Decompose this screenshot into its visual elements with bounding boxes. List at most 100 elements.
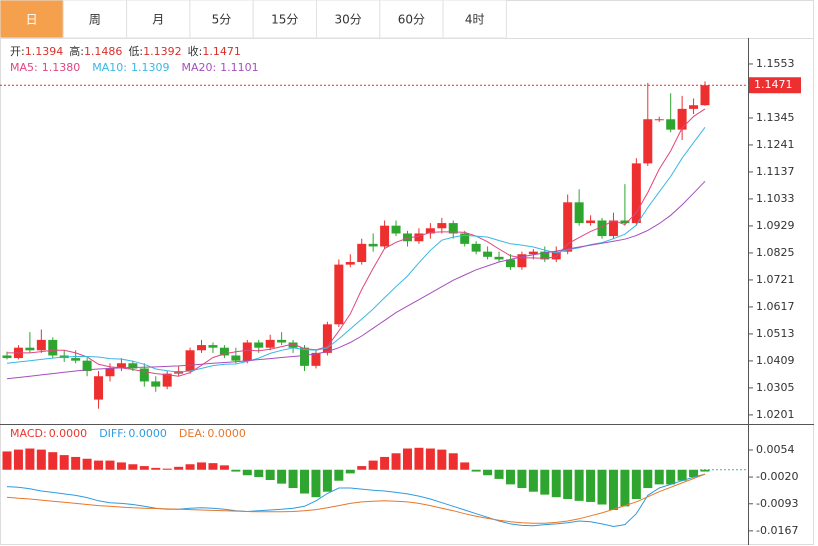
macd-bar (322, 469, 332, 492)
macd-line (6, 473, 706, 524)
legend-value: 1.1309 (131, 61, 170, 74)
macd-bar (174, 466, 184, 470)
tab[interactable] (379, 0, 444, 39)
macd-bar (460, 462, 470, 470)
tab[interactable] (126, 0, 191, 39)
candle-body (219, 347, 229, 356)
macd-bar (265, 469, 275, 480)
tab-label[interactable]: 15分 (271, 13, 298, 27)
macd-bar (574, 469, 584, 501)
legend-name: MA10: (92, 61, 127, 74)
y-tick-label: -0.0093 (756, 497, 798, 510)
candle-body (586, 220, 596, 224)
macd-bar (197, 462, 207, 470)
macd-bar (334, 469, 344, 481)
info-name: 收: (188, 44, 203, 58)
info-name: 高: (69, 44, 84, 58)
tab[interactable] (252, 0, 317, 39)
candle-body (494, 256, 504, 260)
candle-body (116, 363, 126, 369)
y-tick-label: 1.1241 (756, 138, 795, 151)
macd-bar (689, 469, 699, 478)
tab[interactable] (62, 0, 128, 39)
macd-bar (36, 449, 46, 470)
candle-body (265, 339, 275, 348)
macd-bar (242, 469, 252, 476)
candle-body (242, 342, 252, 361)
candle-body (48, 339, 58, 356)
macd-bar (505, 469, 515, 485)
candle-body (25, 347, 35, 351)
macd-bar (540, 469, 550, 495)
tab-label[interactable]: 4时 (465, 13, 485, 27)
macd-bar (448, 453, 458, 470)
tab-label[interactable]: 30分 (334, 13, 361, 27)
legend-value: 1.1101 (220, 61, 259, 74)
candle-body (94, 376, 104, 400)
macd-bar (254, 469, 264, 478)
candle-body (357, 243, 367, 263)
candle-body (105, 368, 115, 377)
candle-body (528, 251, 538, 255)
tab-label[interactable]: 日 (26, 13, 38, 27)
macd-bar (608, 469, 618, 510)
y-tick-label: 1.0305 (756, 381, 795, 394)
tab-label[interactable]: 5分 (212, 13, 232, 27)
macd-bar (494, 469, 504, 479)
y-tick-label: 1.0617 (756, 300, 795, 313)
candle-body (666, 119, 676, 130)
legend-name: MACD: (10, 427, 47, 440)
macd-bar (94, 460, 104, 470)
macd-bar (219, 465, 229, 470)
ma-line (6, 180, 706, 380)
macd-bar (425, 448, 435, 470)
y-tick-label: 1.0409 (756, 354, 795, 367)
candle-body (139, 368, 149, 382)
tab-label[interactable]: 周 (89, 13, 101, 27)
macd-bar (288, 469, 298, 489)
legend-value: 0.0000 (207, 427, 246, 440)
macd-bar (528, 469, 538, 492)
candle-body (334, 264, 344, 325)
candle-body (677, 108, 687, 130)
macd-bar (116, 462, 126, 470)
macd-bar (357, 466, 367, 470)
candle-body (620, 220, 630, 224)
macd-bar (620, 469, 630, 507)
macd-bar (71, 456, 81, 470)
legend-value: 0.0000 (128, 427, 167, 440)
candle-body (505, 259, 515, 268)
candle-body (643, 119, 653, 164)
candle-body (231, 355, 241, 361)
macd-bar (25, 448, 35, 470)
candle-body (448, 223, 458, 234)
macd-bar (151, 467, 161, 470)
candle-body (277, 339, 287, 343)
candle-body (460, 233, 470, 244)
candle-body (185, 350, 195, 372)
candle-body (322, 324, 332, 353)
candle-body (414, 233, 424, 242)
y-tick-label: 1.1033 (756, 192, 795, 205)
candle-body (597, 220, 607, 237)
y-tick-label: 1.0929 (756, 219, 795, 232)
tab-label[interactable]: 60分 (398, 13, 425, 27)
y-tick-label: -0.0167 (756, 524, 798, 537)
macd-bar (162, 468, 172, 470)
legend-name: MA5: (10, 61, 38, 74)
candle-body (608, 220, 618, 237)
macd-bar (277, 469, 287, 484)
info-name: 低: (128, 45, 143, 58)
tab[interactable] (442, 0, 507, 39)
macd-bar (139, 466, 149, 470)
tab-label[interactable]: 月 (152, 13, 164, 27)
tab[interactable] (0, 0, 64, 39)
info-value: 1.1486 (84, 45, 123, 58)
macd-bar (586, 469, 596, 502)
y-tick-label: 0.0054 (756, 443, 795, 456)
tab[interactable] (189, 0, 254, 39)
candle-body (574, 202, 584, 224)
legend-value: 0.0000 (49, 427, 88, 440)
y-tick-label: 1.0825 (756, 246, 795, 259)
macd-bar (311, 469, 321, 498)
